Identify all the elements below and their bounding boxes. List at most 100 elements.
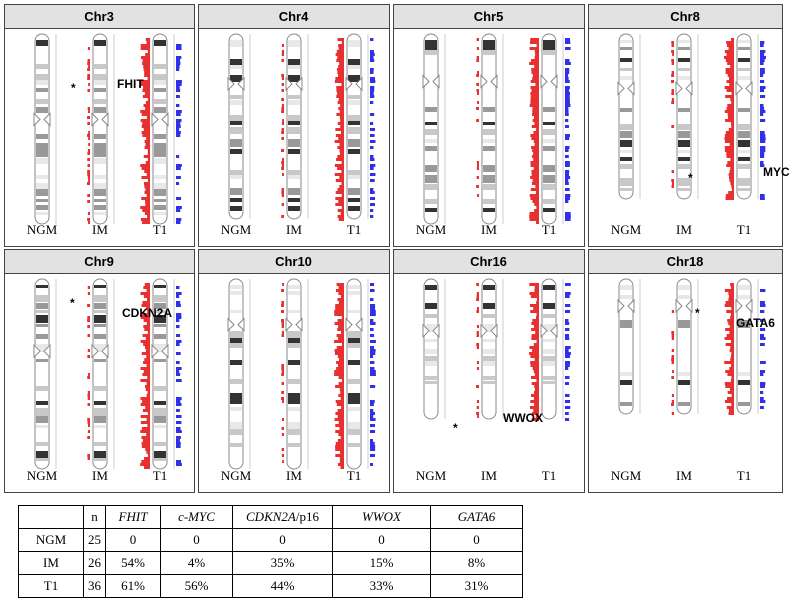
loss-bar	[725, 71, 734, 74]
loss-bar	[531, 337, 539, 340]
loss-bar	[335, 430, 344, 433]
gain-bar	[370, 355, 374, 358]
sample-label: IM	[676, 222, 692, 237]
loss-bar	[337, 101, 344, 104]
loss-bar	[340, 119, 344, 122]
loss-bar	[534, 358, 539, 361]
loss-bar	[729, 83, 734, 86]
band	[230, 164, 242, 172]
band	[738, 68, 750, 71]
band	[483, 139, 495, 143]
band	[36, 205, 48, 210]
loss-bar	[337, 463, 344, 466]
loss-bar	[729, 143, 734, 146]
band	[94, 88, 106, 92]
loss-bar	[144, 457, 150, 460]
loss-bar	[336, 361, 344, 364]
band	[738, 380, 750, 386]
band	[36, 295, 48, 302]
suffix: /p16	[295, 509, 319, 524]
band	[678, 157, 690, 161]
gain-bar	[565, 322, 570, 325]
centromere	[480, 323, 498, 339]
band	[620, 402, 632, 406]
band	[94, 324, 106, 327]
loss-bar	[730, 313, 734, 316]
gain-bar	[760, 149, 766, 152]
band	[425, 50, 437, 55]
band	[94, 386, 106, 391]
loss-bar	[532, 110, 539, 113]
band	[678, 172, 690, 176]
loss-bar	[140, 430, 150, 433]
loss-bar	[338, 218, 344, 221]
loss-bar	[725, 95, 734, 98]
band	[230, 338, 242, 344]
band	[483, 146, 495, 151]
gain-bar	[176, 463, 182, 466]
loss-bar	[724, 134, 734, 137]
band	[348, 360, 360, 365]
band	[543, 293, 555, 301]
gain-bar	[760, 382, 766, 385]
band	[348, 438, 360, 444]
band	[620, 367, 632, 370]
band	[620, 178, 632, 186]
gain-bar	[565, 334, 570, 337]
loss-bar	[335, 424, 344, 427]
loss-bar	[338, 376, 344, 379]
band	[425, 153, 437, 158]
table-row: T1 36 61% 56% 44% 33% 31%	[18, 574, 523, 598]
band	[154, 386, 166, 391]
gain-bar	[176, 104, 180, 107]
band	[678, 116, 690, 124]
loss-bar	[536, 379, 539, 382]
band	[678, 82, 690, 89]
loss-bar	[536, 313, 539, 316]
loss-bar	[671, 44, 674, 47]
loss-bar	[337, 155, 344, 158]
gain-bar	[370, 68, 374, 71]
band	[620, 285, 632, 290]
loss-bar	[671, 50, 674, 53]
loss-bar	[143, 343, 150, 346]
band	[36, 46, 48, 49]
gain-bar	[370, 146, 374, 149]
loss-bar	[724, 382, 734, 385]
band	[94, 99, 106, 104]
loss-bar	[476, 38, 479, 41]
gene-label: FHIT	[117, 77, 144, 91]
loss-bar	[146, 418, 150, 421]
band	[154, 401, 166, 405]
band	[620, 58, 632, 62]
sample-label: NGM	[416, 222, 447, 237]
gain-bar	[760, 334, 765, 337]
band	[154, 344, 166, 352]
loss-bar	[88, 110, 90, 113]
gain-bar	[176, 119, 182, 122]
band	[230, 40, 242, 47]
band	[678, 97, 690, 102]
band	[348, 139, 360, 147]
loss-bar	[476, 107, 479, 110]
panel-title: Chr4	[279, 9, 309, 24]
band	[288, 315, 300, 321]
loss-bar	[529, 212, 539, 215]
loss-bar	[340, 436, 344, 439]
loss-bar	[143, 361, 150, 364]
loss-bar	[143, 295, 150, 298]
band	[94, 134, 106, 139]
loss-bar	[341, 83, 344, 86]
band	[678, 385, 690, 390]
loss-bar	[334, 313, 344, 316]
loss-bar	[671, 349, 674, 352]
band	[425, 199, 437, 204]
table-cell: 54%	[105, 551, 161, 575]
gain-bar	[370, 439, 374, 442]
band	[425, 40, 437, 48]
loss-bar	[530, 80, 539, 83]
loss-bar	[147, 149, 150, 152]
loss-bar	[143, 319, 150, 322]
band	[543, 159, 555, 166]
loss-bar	[727, 397, 734, 400]
